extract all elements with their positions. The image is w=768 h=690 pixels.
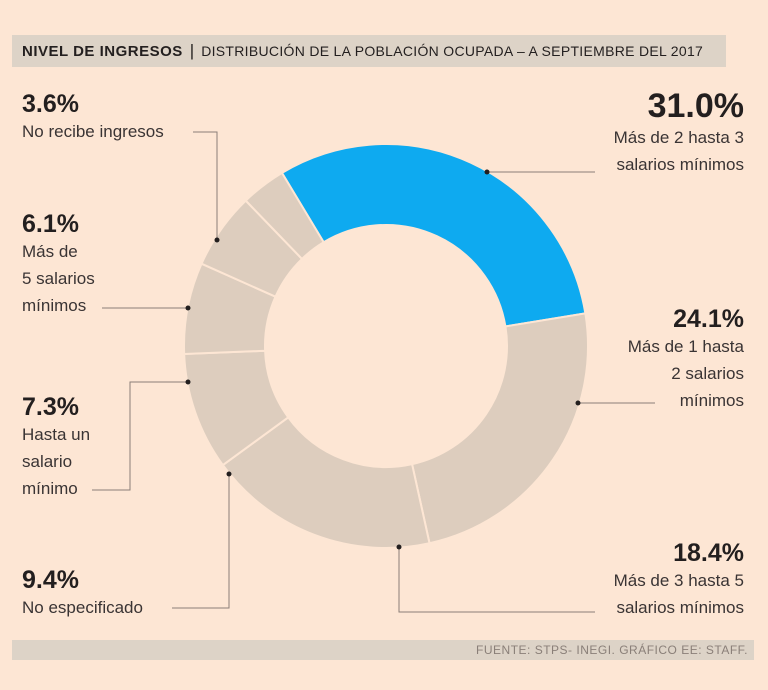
chart-title: NIVEL DE INGRESOS — [22, 42, 183, 60]
leader-line-4 — [92, 381, 188, 491]
value-label: 31.0% — [647, 87, 744, 125]
slice-1 — [410, 312, 589, 545]
category-label: Más de 5 salarios mínimos — [22, 242, 95, 315]
leader-dot-2 — [396, 544, 402, 550]
leader-line-6 — [193, 131, 218, 240]
leader-dot-6 — [214, 237, 220, 243]
leader-dot-5 — [185, 305, 191, 311]
slice-6 — [244, 171, 326, 261]
leader-dot-0 — [484, 169, 490, 175]
value-label: 18.4% — [673, 539, 744, 567]
label-group-3-5-salarios: 18.4% Más de 3 hasta 5 salarios mínimos — [614, 539, 744, 621]
value-label: 7.3% — [22, 393, 79, 421]
leader-line-3 — [172, 474, 230, 609]
label-group-no-especificado: 9.4% No especificado — [22, 566, 143, 621]
value-label: 9.4% — [22, 566, 79, 594]
slice-0 — [280, 143, 587, 328]
label-group-mas-5-salarios: 6.1% Más de 5 salarios mínimos — [22, 210, 95, 319]
label-group-2-3-salarios: 31.0% Más de 2 hasta 3 salarios mínimos — [614, 88, 744, 178]
leader-dot-1 — [575, 400, 581, 406]
category-label: Más de 1 hasta 2 salarios mínimos — [627, 337, 744, 410]
chart-header: NIVEL DE INGRESOS | DISTRIBUCIÓN DE LA P… — [12, 35, 726, 67]
category-label: Más de 2 hasta 3 salarios mínimos — [613, 128, 744, 174]
leader-dot-4 — [185, 379, 191, 385]
category-label: No especificado — [22, 598, 143, 617]
label-group-1-2-salarios: 24.1% Más de 1 hasta 2 salarios mínimos — [628, 305, 744, 414]
source-note: FUENTE: STPS- INEGI. GRÁFICO EE: STAFF. — [476, 643, 748, 657]
value-label: 24.1% — [673, 305, 744, 333]
category-label: Hasta un salario mínimo — [22, 425, 91, 498]
value-label: 3.6% — [22, 90, 79, 118]
header-separator: | — [189, 41, 195, 60]
leader-line-2 — [398, 547, 595, 613]
value-label: 6.1% — [22, 210, 79, 238]
category-label: No recibe ingresos — [22, 122, 164, 141]
chart-footer: FUENTE: STPS- INEGI. GRÁFICO EE: STAFF. — [12, 640, 754, 660]
label-group-no-recibe: 3.6% No recibe ingresos — [22, 90, 164, 145]
leader-dot-3 — [226, 471, 232, 477]
label-group-hasta-un-salario: 7.3% Hasta un salario mínimo — [22, 393, 90, 502]
chart-subtitle: DISTRIBUCIÓN DE LA POBLACIÓN OCUPADA – A… — [201, 43, 704, 59]
category-label: Más de 3 hasta 5 salarios mínimos — [613, 571, 744, 617]
